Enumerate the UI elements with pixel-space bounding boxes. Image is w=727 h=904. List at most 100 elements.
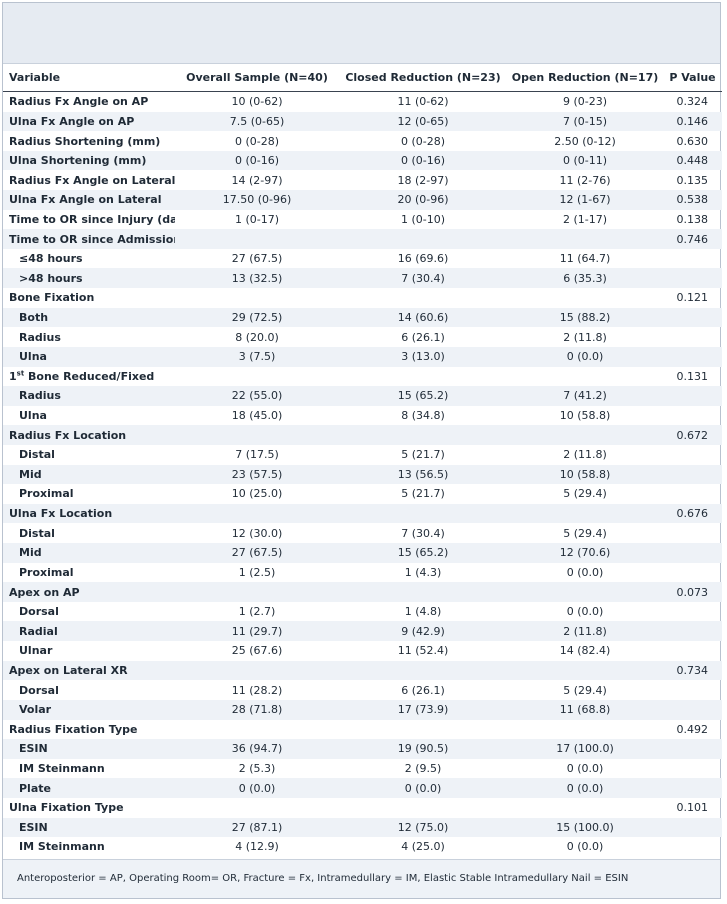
row-label: Radius [19,330,61,344]
table-row: Radial 11 (29.7) 9 (42.9) 2 (11.8) [3,621,722,642]
cell-closed: 9 (42.9) [339,621,507,642]
row-label: Ulna Shortening (mm) [3,150,175,171]
cell-overall [175,720,339,740]
cell-p-value: 0.538 [663,190,722,210]
row-label: Radius Fixation Type [9,722,138,736]
cell-p-value [663,346,722,367]
cell-open: 0 (0-11) [507,150,663,171]
cell-overall: 1 (0-17) [234,212,280,226]
cell-closed: 1 (4.3) [404,565,442,579]
cell-closed [339,367,507,387]
cell-closed: 3 (13.0) [339,346,507,367]
row-label: Both [3,307,175,328]
table-row: Radius 22 (55.0) 15 (65.2) 7 (41.2) [3,386,722,406]
cell-p-value: 0.492 [676,722,709,736]
cell-closed: 14 (60.6) [339,307,507,328]
cell-p-value [663,680,722,700]
cell-p-value [663,602,722,622]
cell-p-value [663,406,722,426]
cell-p-value [663,386,722,406]
cell-overall: 28 (71.8) [175,699,339,720]
cell-p-value: 0.676 [663,503,722,524]
cell-open: 0 (0.0) [507,346,663,367]
cell-open: 15 (100.0) [507,817,663,838]
cell-closed: 5 (21.7) [401,448,445,462]
cell-p-value: 0.146 [663,111,722,132]
cell-open: 11 (64.7) [559,252,611,266]
cell-p-value: 0.138 [676,212,709,226]
cell-open: 2.50 (0-12) [554,134,616,148]
cell-overall: 17.50 (0-96) [175,190,339,210]
row-label: Bone Fixation [9,291,95,305]
cell-closed: 6 (26.1) [401,330,445,344]
cell-closed: 15 (65.2) [339,543,507,563]
cell-closed: 0 (0-16) [339,150,507,171]
cell-p-value: 0.073 [663,582,722,602]
cell-p-value: 0.630 [676,134,709,148]
cell-p-value [663,699,722,720]
table-row: Ulna 18 (45.0) 8 (34.8) 10 (58.8) [3,406,722,426]
cell-overall [175,425,339,445]
data-table: Variable Overall Sample (N=40) Closed Re… [3,64,722,857]
cell-open [507,798,663,818]
header-overall: Overall Sample (N=40) [175,64,339,92]
table-row: Apex on Lateral XR 0.734 [3,660,722,681]
row-label: Distal [19,526,55,540]
table-row: Ulna Fixation Type 0.101 [3,798,722,818]
table-row: Proximal 1 (2.5) 1 (4.3) 0 (0.0) [3,563,722,583]
table-row: Distal 12 (30.0) 7 (30.4) 5 (29.4) [3,523,722,543]
cell-closed: 19 (90.5) [339,739,507,759]
cell-overall: 12 (30.0) [231,526,283,540]
table-row: Time to OR since Injury (days) 1 (0-17) 1 … [3,210,722,230]
cell-open: 0 (0.0) [566,605,604,619]
cell-open: 7 (0-15) [507,111,663,132]
cell-closed [339,229,507,249]
cell-open: 10 (58.8) [559,409,611,423]
cell-overall [175,288,339,308]
cell-open: 0 (0.0) [507,778,663,798]
cell-overall: 1 (2.5) [238,565,276,579]
title-band [3,3,720,64]
table-row: Proximal 10 (25.0) 5 (21.7) 5 (29.4) [3,484,722,504]
table-row: Ulna 3 (7.5) 3 (13.0) 0 (0.0) [3,346,722,367]
table-row: >48 hours 13 (32.5) 7 (30.4) 6 (35.3) [3,268,722,289]
row-label: Apex on AP [3,582,175,602]
row-label: Proximal [19,487,74,501]
cell-overall [175,798,339,818]
cell-p-value [663,307,722,328]
cell-overall: 3 (7.5) [175,346,339,367]
cell-overall: 0 (0-16) [175,150,339,171]
table-row: Radius Fixation Type 0.492 [3,720,722,740]
row-label-rest: Bone Reduced/Fixed [24,369,155,383]
cell-closed: 20 (0-96) [339,190,507,210]
cell-overall: 13 (32.5) [175,268,339,289]
cell-closed: 15 (65.2) [339,386,507,406]
cell-closed: 18 (2-97) [397,173,449,187]
cell-overall: 29 (72.5) [175,307,339,328]
cell-p-value: 0.448 [663,150,722,171]
table-row: Dorsal 11 (28.2) 6 (26.1) 5 (29.4) [3,680,722,700]
cell-open: 2 (1-17) [562,212,608,226]
row-label: Radius Fx Angle on AP [9,95,149,109]
cell-open: 0 (0.0) [566,840,604,854]
cell-p-value [663,739,722,759]
cell-overall [175,229,339,249]
row-label: Ulna Fx Angle on Lateral [3,190,175,210]
cell-open: 7 (41.2) [507,386,663,406]
table-row: Distal 7 (17.5) 5 (21.7) 2 (11.8) [3,445,722,465]
cell-overall: 0 (0-28) [234,134,280,148]
cell-overall: 23 (57.5) [175,464,339,485]
cell-closed: 12 (0-65) [339,111,507,132]
cell-open: 14 (82.4) [559,644,611,658]
cell-closed: 1 (4.8) [404,605,442,619]
cell-overall: 10 (0-62) [231,95,283,109]
cell-closed [339,582,507,602]
cell-open [507,367,663,387]
row-label-sup: st [16,369,25,378]
cell-overall: 4 (12.9) [235,840,279,854]
cell-closed: 2 (9.5) [404,762,442,776]
header-open: Open Reduction (N=17) [507,64,663,92]
cell-open: 12 (1-67) [507,190,663,210]
cell-open [507,425,663,445]
cell-p-value: 0.121 [676,291,709,305]
